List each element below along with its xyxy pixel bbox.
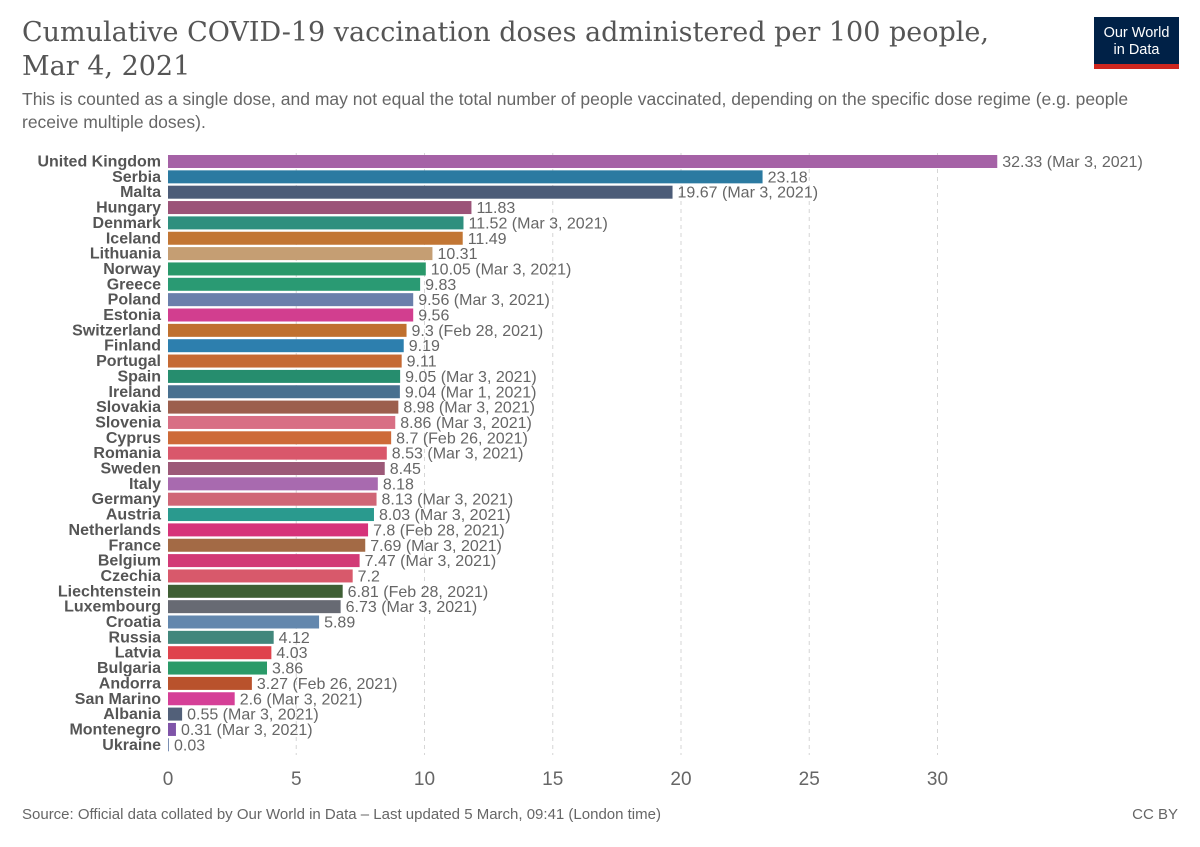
- chart-root: Cumulative COVID-19 vaccination doses ad…: [0, 0, 1200, 847]
- bar: [168, 616, 319, 629]
- bar: [168, 155, 997, 168]
- bar: [168, 216, 463, 229]
- x-axis-ticks: 0 5 10 15 20 25 30: [163, 769, 948, 790]
- bar: [168, 278, 420, 291]
- bar: [168, 631, 274, 644]
- category-labels: United KingdomSerbiaMaltaHungaryDenmarkI…: [37, 154, 161, 754]
- bar: [168, 385, 400, 398]
- bar: [168, 569, 353, 582]
- value-label: 5.89: [324, 615, 355, 632]
- bar: [168, 692, 235, 705]
- x-tick-label: 0: [163, 769, 174, 790]
- bar: [168, 523, 368, 536]
- bar: [168, 462, 385, 475]
- x-tick-label: 5: [291, 769, 302, 790]
- value-label: 7.47 (Mar 3, 2021): [365, 553, 497, 570]
- bar: [168, 324, 407, 337]
- bar: [168, 585, 343, 598]
- x-tick-label: 30: [927, 769, 948, 790]
- x-tick-label: 15: [542, 769, 563, 790]
- bar: [168, 493, 377, 506]
- bar: [168, 508, 374, 521]
- category-label: Ukraine: [102, 737, 161, 754]
- value-label: 32.33 (Mar 3, 2021): [1002, 154, 1143, 171]
- bar: [168, 447, 387, 460]
- value-label: 0.03: [174, 737, 205, 754]
- bar: [168, 355, 402, 368]
- source-note: Source: Official data collated by Our Wo…: [22, 806, 661, 823]
- bar-chart: United KingdomSerbiaMaltaHungaryDenmarkI…: [0, 0, 1200, 847]
- bar: [168, 708, 182, 721]
- bar: [168, 646, 271, 659]
- bar: [168, 600, 341, 613]
- x-tick-label: 20: [670, 769, 691, 790]
- bar: [168, 170, 763, 183]
- x-tick-label: 10: [414, 769, 435, 790]
- bar: [168, 677, 252, 690]
- bar: [168, 662, 267, 675]
- bar: [168, 262, 426, 275]
- bar: [168, 370, 400, 383]
- bar: [168, 738, 169, 751]
- x-tick-label: 25: [799, 769, 820, 790]
- value-label: 6.73 (Mar 3, 2021): [346, 599, 478, 616]
- bar: [168, 339, 404, 352]
- bar: [168, 293, 413, 306]
- bar: [168, 232, 463, 245]
- bar: [168, 539, 365, 552]
- bar: [168, 401, 398, 414]
- bar: [168, 477, 378, 490]
- license-link[interactable]: CC BY: [1132, 806, 1178, 823]
- value-label: 19.67 (Mar 3, 2021): [678, 185, 819, 202]
- bar: [168, 431, 391, 444]
- bar: [168, 554, 360, 567]
- bar: [168, 309, 413, 322]
- bar: [168, 201, 471, 214]
- bar: [168, 186, 673, 199]
- bar: [168, 247, 432, 260]
- bar: [168, 723, 176, 736]
- bar: [168, 416, 395, 429]
